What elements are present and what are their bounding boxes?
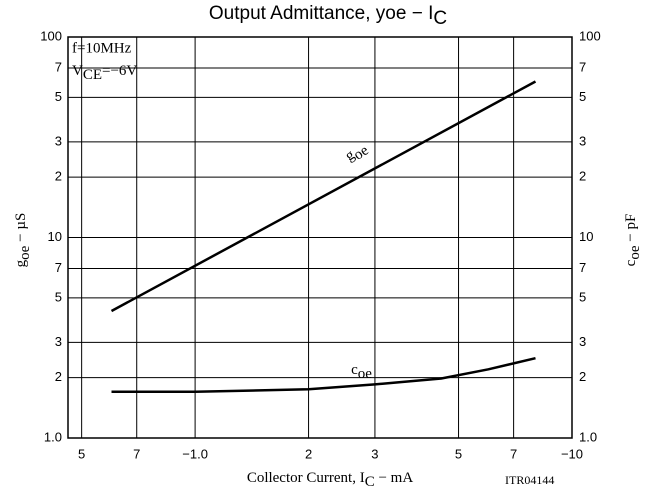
y2-tick-label: 100: [579, 28, 601, 43]
series-label-part: c: [351, 362, 358, 378]
y2-tick-label: 1.0: [579, 429, 597, 444]
x-tick-label: 7: [510, 446, 517, 461]
series-label: coe: [351, 362, 372, 382]
y2-tick-label: 3: [579, 334, 586, 349]
y-tick-label: 1.0: [44, 429, 62, 444]
annotation: ITR04144: [505, 473, 554, 487]
y-tick-label: 5: [55, 89, 62, 104]
x-tick-label: −1.0: [182, 446, 208, 461]
x-tick-label: 2: [305, 446, 312, 461]
series-label-part: oe: [358, 366, 373, 382]
series-line: [111, 356, 536, 394]
annotation: f=10MHz: [72, 40, 132, 56]
y2-tick-label: 2: [579, 169, 586, 184]
y-tick-label: 5: [55, 289, 62, 304]
y-tick-label: 2: [55, 369, 62, 384]
y-tick-label: 3: [55, 133, 62, 148]
y-axis-label: goe − µS: [13, 213, 33, 268]
x-tick-label: 3: [371, 446, 378, 461]
y2-tick-label: 3: [579, 133, 586, 148]
y-tick-label: 3: [55, 334, 62, 349]
y-tick-label: 100: [40, 28, 62, 43]
x-axis-label: Collector Current, IC − mA: [247, 470, 414, 490]
y2-tick-label: 7: [579, 260, 586, 275]
x-tick-label: −10: [561, 446, 583, 461]
y-tick-label: 10: [48, 229, 62, 244]
x-tick-label: 5: [78, 446, 85, 461]
series-label: goe: [343, 139, 372, 168]
y2-axis-label: coe − pF: [623, 214, 643, 267]
series-line: [110, 80, 537, 313]
y-tick-label: 2: [55, 169, 62, 184]
annotation: VCE=−6V: [72, 63, 137, 83]
y2-tick-label: 7: [579, 59, 586, 74]
y-tick-label: 7: [55, 260, 62, 275]
y2-tick-label: 10: [579, 229, 593, 244]
y2-tick-label: 5: [579, 89, 586, 104]
y-tick-label: 7: [55, 59, 62, 74]
x-tick-label: 5: [455, 446, 462, 461]
x-tick-label: 7: [133, 446, 140, 461]
chart-title: Output Admittance, yoe − IC: [209, 3, 447, 29]
y2-tick-label: 5: [579, 289, 586, 304]
y2-tick-label: 2: [579, 369, 586, 384]
